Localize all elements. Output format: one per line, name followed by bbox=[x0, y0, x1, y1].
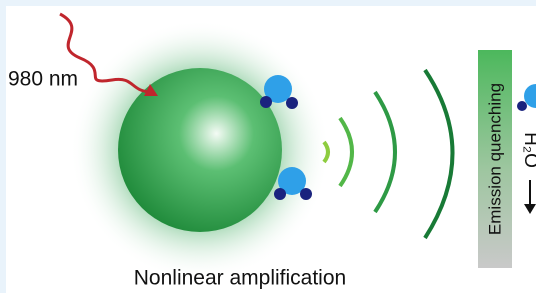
emission-label: Emission quenching bbox=[485, 83, 504, 235]
wavelength-label: 980 nm bbox=[8, 68, 78, 91]
page: 980 nm Emission quenching H₂O Nonlinear … bbox=[0, 0, 536, 293]
diagram: 980 nm Emission quenching H₂O Nonlinear … bbox=[0, 0, 536, 293]
caption: Nonlinear amplification bbox=[134, 267, 346, 290]
nanoparticle bbox=[118, 68, 282, 232]
water-label: H₂O bbox=[520, 132, 536, 168]
